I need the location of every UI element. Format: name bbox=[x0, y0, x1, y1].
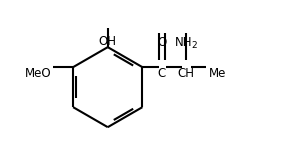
Text: C: C bbox=[158, 67, 166, 80]
Text: 2: 2 bbox=[192, 41, 197, 50]
Text: O: O bbox=[157, 36, 166, 49]
Text: Me: Me bbox=[209, 67, 226, 80]
Text: CH: CH bbox=[177, 67, 194, 80]
Text: OH: OH bbox=[99, 35, 117, 48]
Text: MeO: MeO bbox=[25, 67, 51, 80]
Text: NH: NH bbox=[175, 36, 192, 49]
